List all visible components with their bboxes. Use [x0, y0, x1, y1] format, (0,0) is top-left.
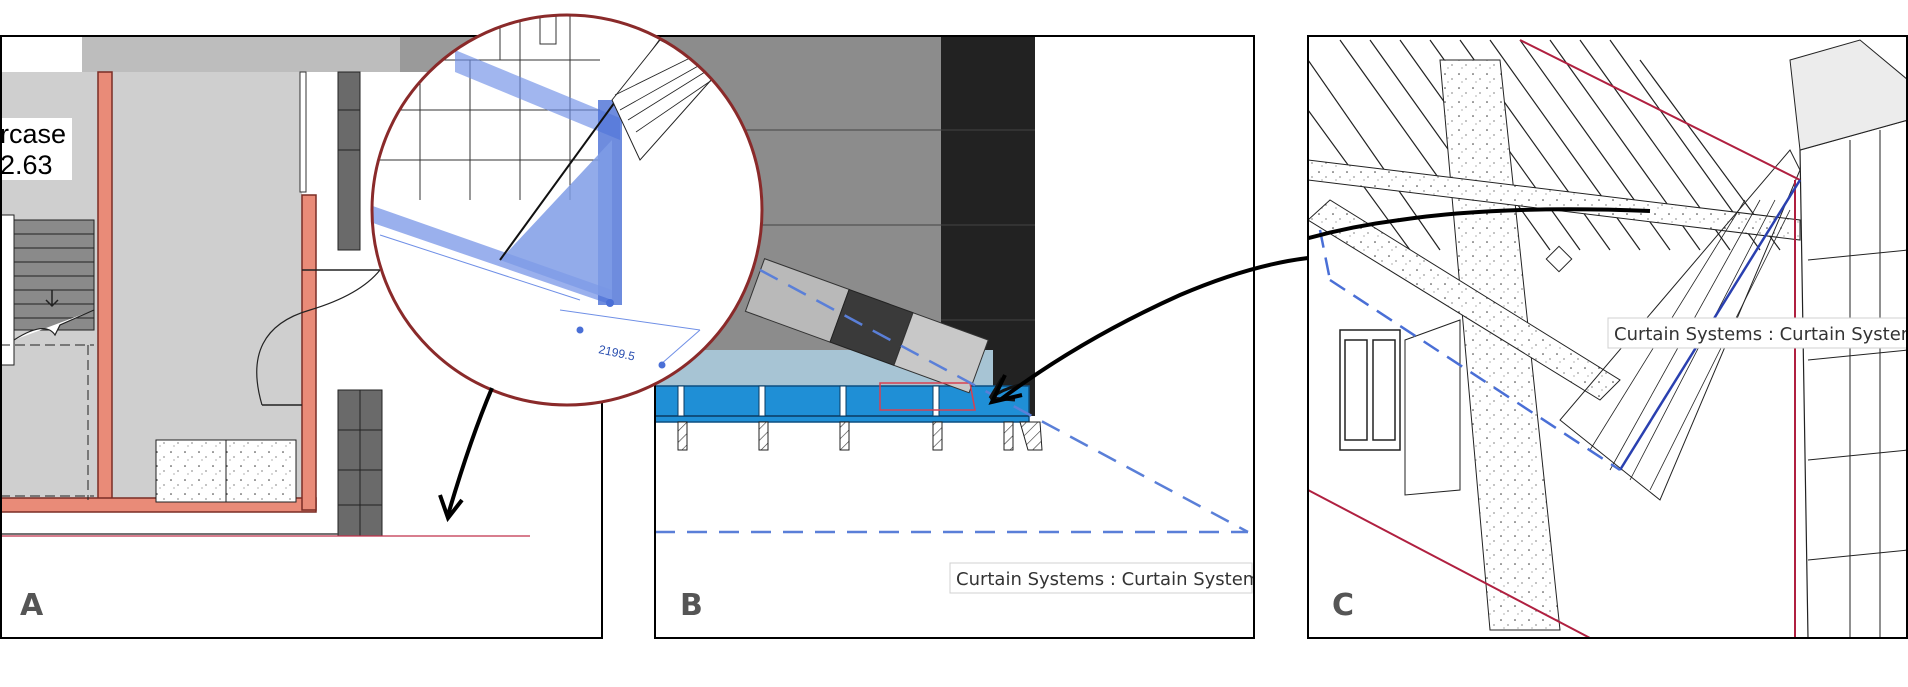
- wall: [301, 194, 317, 511]
- panel-b: Curtain Systems : Curtain System : B: [654, 35, 1272, 639]
- highlighted-panel: [372, 205, 612, 305]
- panel-c: Curtain Systems : Curtain System : C: [988, 35, 1908, 639]
- concrete-beam: [1308, 199, 1621, 401]
- sloped-beam: [744, 258, 989, 394]
- tooltip-box-c: [1607, 317, 1908, 349]
- stair-treads: [13, 219, 95, 331]
- concrete-column: [1439, 59, 1561, 631]
- callout-arrow-c: [1308, 207, 1651, 241]
- room-name-label: rcase: [0, 119, 66, 149]
- panel-c-frame: [1307, 35, 1908, 639]
- corridor-floor: [112, 72, 302, 510]
- magnifier-callout: 2199.5: [370, 13, 764, 523]
- window: [1339, 329, 1401, 451]
- door-swing: [256, 269, 381, 406]
- selection-outline: [759, 268, 1249, 534]
- callout-arrow: [446, 387, 494, 516]
- room-area-label: 2.63: [0, 150, 53, 180]
- tooltip-text-c: Curtain Systems : Curtain System :: [1614, 324, 1908, 345]
- move-icon[interactable]: [1545, 245, 1573, 273]
- tooltip-box: [949, 562, 1253, 594]
- panel-a-label: A: [20, 588, 44, 623]
- panel-c-label: C: [1332, 588, 1354, 623]
- panel-b-label: B: [680, 588, 703, 623]
- tooltip-text: Curtain Systems : Curtain System :: [956, 569, 1272, 590]
- wall: [97, 71, 113, 511]
- callout-circle: [370, 13, 764, 407]
